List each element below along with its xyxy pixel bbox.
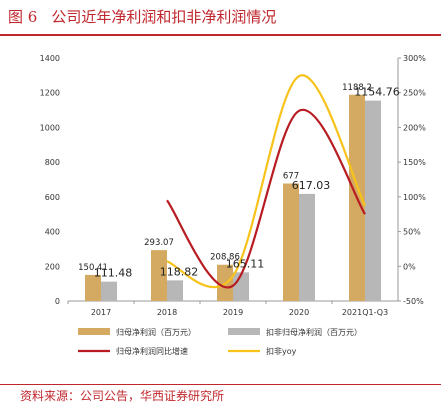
y-right-tick-label: 300% [403, 54, 426, 63]
y-right-tick-label: 100% [403, 193, 426, 202]
legend-swatch [78, 328, 110, 335]
y-left-tick-label: 400 [45, 228, 60, 237]
legend: 归母净利润（百万元） 扣非归母净利润（百万元） 归母净利润同比增速 扣非yoy [78, 327, 362, 356]
figure-label: 图 6 [8, 8, 38, 26]
bar-deducted-net-profit [101, 281, 117, 301]
y-left-tick-label: 1400 [40, 54, 60, 63]
x-tick-label: 2020 [289, 308, 309, 317]
bar-net-profit [85, 274, 101, 301]
figure-title: 公司近年净利润和扣非净利润情况 [51, 8, 277, 26]
data-label-net-profit: 1188.2 [342, 83, 372, 93]
y-left-tick-label: 0 [55, 297, 60, 306]
x-tick-label: 2021Q1-Q3 [342, 308, 388, 317]
data-labels-layer: 150.41 293.07 208.86 677 1188.2 111.48 118.82 1… [78, 83, 400, 280]
y-right-tick-label: 50% [403, 228, 421, 237]
legend-label: 归母净利润同比增速 [116, 346, 188, 356]
y-right-tick-label: 250% [403, 89, 426, 98]
source-rule [0, 384, 441, 385]
data-label-deducted-net-profit: 111.48 [94, 267, 133, 280]
line-net-profit-yoy [166, 108, 366, 289]
data-label-net-profit: 150.41 [78, 263, 108, 273]
figure-caption: 图 6 公司近年净利润和扣非净利润情况 [8, 6, 276, 30]
bar-deducted-net-profit [365, 100, 381, 302]
bar-deducted-net-profit [167, 280, 183, 301]
data-label-net-profit: 208.86 [210, 253, 240, 263]
line-deducted-yoy [166, 74, 366, 289]
y-right-tick-label: -50% [403, 297, 424, 306]
y-right-tick-label: 150% [403, 158, 426, 167]
x-tick-label: 2019 [223, 308, 243, 317]
lines-layer [166, 74, 366, 289]
data-label-deducted-net-profit: 118.82 [160, 265, 199, 278]
y-left-tick-label: 1200 [40, 89, 60, 98]
legend-swatch [228, 328, 260, 335]
data-label-deducted-net-profit: 617.03 [292, 179, 331, 192]
legend-label: 扣非归母净利润（百万元） [266, 327, 362, 337]
bar-deducted-net-profit [299, 193, 315, 301]
y-left-tick-label: 1000 [40, 123, 60, 132]
y-left-tick-label: 800 [45, 158, 60, 167]
y-left-tick-label: 200 [45, 262, 60, 271]
y-right-tick-label: 200% [403, 123, 426, 132]
y-left-tick-label: 600 [45, 193, 60, 202]
bar-net-profit [151, 250, 167, 301]
data-label-net-profit: 677 [283, 171, 299, 181]
bar-net-profit [283, 183, 299, 301]
x-tick-label: 2018 [157, 308, 177, 317]
data-label-deducted-net-profit: 165.11 [226, 257, 265, 270]
data-label-net-profit: 293.07 [144, 238, 174, 248]
caption-rule [0, 34, 441, 36]
data-label-deducted-net-profit: 1154.76 [354, 86, 400, 99]
legend-label: 扣非yoy [266, 346, 297, 356]
legend-label: 归母净利润（百万元） [116, 327, 196, 337]
axes-layer: 0200400600800100012001400-50%0%50%100%15… [40, 54, 427, 317]
bar-deducted-net-profit [233, 272, 249, 301]
source-note: 资料来源：公司公告，华西证券研究所 [20, 389, 225, 403]
y-right-tick-label: 0% [403, 262, 416, 271]
profit-chart: 0200400600800100012001400-50%0%50%100%15… [40, 54, 427, 356]
x-tick-label: 2017 [91, 308, 111, 317]
